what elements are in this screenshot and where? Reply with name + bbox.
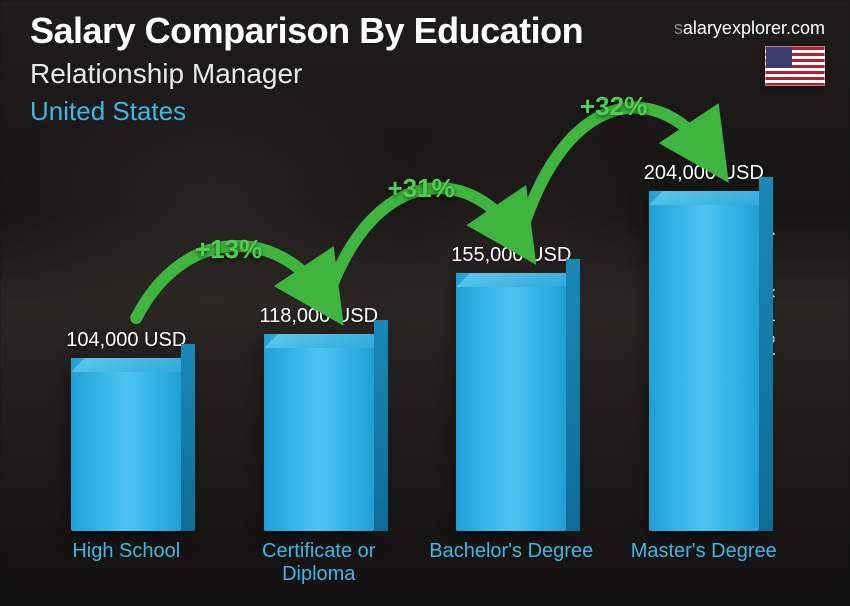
bar-3d: [649, 191, 759, 531]
bar-value-label: 104,000 USD: [66, 329, 186, 352]
page-subtitle: Relationship Manager: [30, 58, 820, 90]
bar-group: 204,000 USD: [619, 162, 788, 531]
flag-icon: [765, 46, 825, 86]
bar-side-face: [759, 177, 773, 531]
bar-front-face: [649, 191, 759, 531]
bar-value-label: 204,000 USD: [644, 162, 764, 185]
bar-3d: [264, 334, 374, 531]
bar-front-face: [456, 273, 566, 531]
bar-3d: [456, 273, 566, 531]
x-axis-labels: High School Certificate or Diploma Bachelo…: [30, 540, 800, 586]
bar-group: 118,000 USD: [234, 305, 403, 531]
bar-chart: 104,000 USD 118,000 USD 155,000 USD 204,000…: [30, 150, 800, 586]
bar-side-face: [566, 259, 580, 531]
brand-prefix: s: [674, 18, 683, 38]
bar-side-face: [374, 320, 388, 531]
bar-3d: [71, 358, 181, 531]
bar-side-face: [181, 344, 195, 531]
country-label: United States: [30, 96, 820, 127]
brand-watermark: salaryexplorer.com: [674, 18, 825, 39]
bar-value-label: 155,000 USD: [451, 244, 571, 267]
x-axis-label: Bachelor's Degree: [427, 540, 596, 586]
x-axis-label: High School: [42, 540, 211, 586]
bars-area: 104,000 USD 118,000 USD 155,000 USD 204,000…: [30, 150, 800, 531]
x-axis-label: Certificate or Diploma: [234, 540, 403, 586]
infographic-container: Salary Comparison By Education Relations…: [0, 0, 850, 606]
bar-group: 155,000 USD: [427, 244, 596, 531]
bar-group: 104,000 USD: [42, 329, 211, 531]
brand-suffix: .com: [786, 18, 825, 38]
bar-top-face: [649, 191, 773, 205]
bar-top-face: [71, 358, 195, 372]
x-axis-label: Master's Degree: [619, 540, 788, 586]
bar-front-face: [264, 334, 374, 531]
bar-front-face: [71, 358, 181, 531]
bar-top-face: [264, 334, 388, 348]
bar-top-face: [456, 273, 580, 287]
bar-value-label: 118,000 USD: [259, 305, 378, 328]
brand-main: alaryexplorer: [683, 18, 786, 38]
